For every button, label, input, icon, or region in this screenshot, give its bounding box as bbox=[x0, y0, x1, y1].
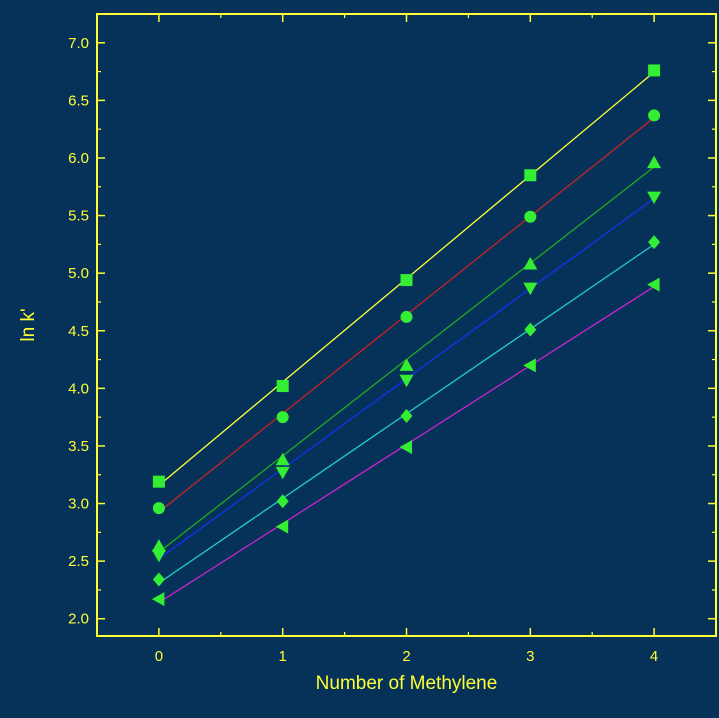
y-tick-label: 2.5 bbox=[68, 553, 89, 570]
x-axis-title: Number of Methylene bbox=[316, 673, 498, 694]
data-point-series-2 bbox=[399, 358, 414, 371]
x-tick-label: 2 bbox=[402, 648, 410, 665]
y-axis-title: ln k' bbox=[18, 308, 39, 341]
plot-frame bbox=[96, 13, 717, 637]
axis-ticks bbox=[96, 14, 717, 636]
data-point-series-3 bbox=[523, 282, 538, 296]
data-point-series-2 bbox=[647, 155, 662, 169]
y-tick-label: 6.5 bbox=[68, 92, 89, 109]
y-tick-label: 3.0 bbox=[68, 496, 89, 513]
data-point-series-4 bbox=[648, 235, 661, 250]
data-point-series-0 bbox=[648, 64, 661, 77]
y-tick-label: 7.0 bbox=[68, 35, 89, 52]
data-point-series-1 bbox=[152, 502, 165, 515]
data-point-series-3 bbox=[647, 191, 662, 205]
tick-labels: 0 1 2 3 4 2.0 2.5 3.0 3.5 4.0 4.5 5.0 5.5 6.0 6.5 7.0 bbox=[68, 35, 658, 665]
data-point-series-0 bbox=[524, 169, 537, 182]
data-point-series-1 bbox=[648, 109, 661, 122]
data-point-series-3 bbox=[275, 466, 290, 480]
data-point-series-0 bbox=[400, 274, 413, 287]
data-point-series-4 bbox=[400, 408, 413, 423]
y-tick-label: 3.5 bbox=[68, 438, 89, 455]
y-tick-label: 6.0 bbox=[68, 150, 89, 167]
data-point-series-1 bbox=[524, 210, 537, 223]
data-point-series-0 bbox=[276, 380, 289, 393]
data-point-series-5 bbox=[275, 519, 289, 534]
y-tick-label: 5.0 bbox=[68, 265, 89, 282]
y-tick-label: 4.5 bbox=[68, 323, 89, 340]
fit-lines bbox=[158, 71, 655, 604]
data-point-series-2 bbox=[151, 539, 166, 552]
y-tick-label: 5.5 bbox=[68, 208, 89, 225]
data-point-series-4 bbox=[524, 322, 537, 337]
data-point-series-4 bbox=[276, 494, 289, 509]
y-tick-label: 4.0 bbox=[68, 380, 89, 397]
data-point-series-4 bbox=[152, 572, 165, 587]
data-point-series-3 bbox=[151, 549, 166, 563]
data-markers bbox=[151, 64, 662, 607]
x-tick-label: 4 bbox=[650, 648, 658, 665]
y-tick-label: 2.0 bbox=[68, 611, 89, 628]
data-point-series-3 bbox=[399, 374, 414, 388]
data-point-series-5 bbox=[399, 440, 412, 455]
data-point-series-2 bbox=[275, 452, 290, 466]
data-point-series-5 bbox=[647, 277, 660, 292]
data-point-series-5 bbox=[151, 592, 165, 607]
data-point-series-1 bbox=[276, 411, 289, 424]
x-tick-label: 0 bbox=[155, 648, 163, 665]
data-point-series-2 bbox=[523, 256, 538, 270]
data-point-series-0 bbox=[152, 475, 165, 488]
data-point-series-1 bbox=[400, 310, 413, 323]
data-point-series-5 bbox=[523, 358, 536, 373]
x-tick-label: 1 bbox=[279, 648, 287, 665]
x-tick-label: 3 bbox=[526, 648, 534, 665]
